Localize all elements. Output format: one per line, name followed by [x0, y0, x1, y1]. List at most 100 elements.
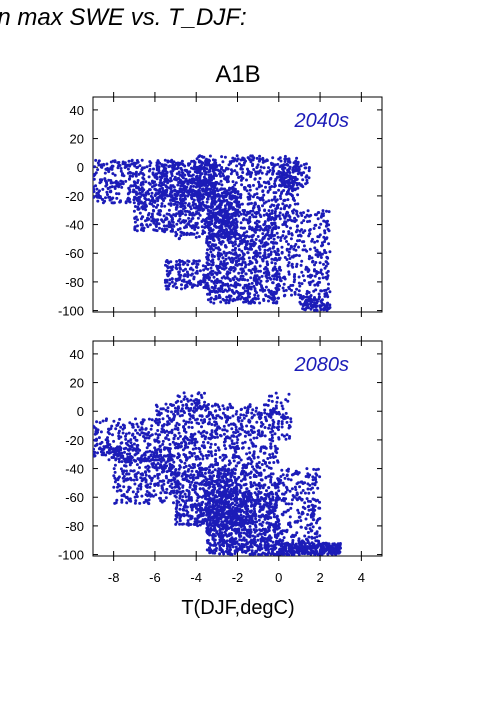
scatter-point [160, 204, 164, 208]
scatter-point [215, 272, 219, 276]
scatter-point [202, 511, 206, 515]
scatter-point [208, 437, 212, 441]
scatter-point [139, 482, 143, 486]
scatter-point [200, 166, 204, 170]
scatter-point [136, 425, 140, 429]
scatter-point [303, 279, 306, 282]
scatter-point [185, 285, 189, 288]
scatter-point [212, 255, 216, 258]
scatter-point [219, 167, 223, 171]
scatter-point [300, 282, 304, 286]
scatter-point [103, 177, 107, 181]
scatter-point [184, 188, 188, 191]
scatter-point [163, 491, 167, 494]
scatter-point [224, 301, 228, 305]
scatter-point [295, 181, 299, 185]
scatter-point [258, 301, 262, 305]
scatter-point [302, 219, 306, 223]
scatter-point [207, 453, 211, 457]
scatter-point [314, 305, 318, 309]
scatter-point [195, 271, 199, 275]
scatter-point [236, 297, 240, 301]
scatter-point [144, 480, 148, 484]
scatter-point [237, 278, 241, 282]
scatter-point [111, 201, 115, 205]
scatter-point [136, 165, 140, 169]
scatter-point [271, 172, 275, 176]
scatter-point [259, 269, 262, 273]
scatter-point [236, 254, 240, 258]
scatter-point [230, 202, 234, 205]
scatter-point [182, 425, 186, 428]
scatter-point [146, 468, 150, 471]
scatter-point [133, 205, 137, 208]
scatter-point [202, 444, 206, 448]
scatter-point [133, 473, 137, 477]
scatter-point [265, 276, 269, 280]
scatter-point [271, 281, 275, 285]
scatter-point [174, 200, 178, 204]
scatter-point [150, 185, 154, 189]
scatter-point [193, 443, 197, 447]
scatter-point [308, 228, 312, 231]
scatter-point [255, 165, 259, 169]
scatter-point [263, 244, 267, 248]
scatter-point [201, 480, 204, 484]
scatter-point [239, 267, 243, 271]
scatter-point [227, 256, 231, 260]
scatter-point [296, 202, 300, 206]
scatter-point [169, 170, 173, 174]
scatter-point [198, 213, 202, 217]
scatter-point [189, 476, 192, 480]
scatter-point [93, 195, 96, 199]
scatter-point [186, 510, 190, 514]
scatter-point [196, 496, 200, 500]
scatter-point [155, 468, 159, 472]
scatter-point [183, 197, 187, 201]
scatter-point [154, 225, 158, 228]
scatter-point [190, 480, 194, 484]
scatter-point [153, 454, 157, 458]
scatter-point [146, 494, 150, 498]
scatter-point [152, 204, 156, 208]
scatter-point [281, 286, 285, 290]
scatter-point [237, 175, 241, 179]
scatter-point [287, 270, 291, 274]
scatter-point [132, 180, 136, 184]
scatter-point [178, 519, 182, 523]
scatter-point [213, 158, 217, 162]
scatter-point [313, 246, 317, 250]
scatter-point [154, 432, 158, 436]
scatter-point [217, 197, 221, 201]
scatter-point [313, 240, 317, 244]
scatter-point [256, 254, 260, 257]
scatter-point [180, 490, 183, 494]
scatter-point [164, 436, 168, 440]
scatter-point [158, 433, 162, 437]
scatter-point [144, 180, 148, 184]
scatter-point [190, 159, 194, 163]
scatter-point [208, 217, 212, 221]
scatter-point [187, 260, 191, 263]
scatter-point [104, 453, 108, 457]
scatter-point [213, 420, 217, 424]
scatter-point [171, 220, 175, 224]
scatter-point [187, 464, 191, 468]
scatter-point [128, 452, 132, 456]
scatter-point [261, 196, 264, 200]
scatter-point [179, 267, 182, 271]
scatter-point [114, 181, 118, 185]
scatter-point [244, 283, 248, 287]
scatter-point [296, 169, 300, 173]
scatter-point [109, 181, 113, 185]
scatter-point [214, 449, 218, 453]
scatter-point [173, 282, 177, 286]
scatter-point [179, 230, 183, 234]
scatter-point [145, 218, 149, 222]
panel-label: 2040s [294, 110, 350, 132]
scatter-point [126, 460, 130, 464]
scatter-point [231, 252, 235, 256]
scatter-point [178, 213, 182, 217]
scatter-point [201, 264, 205, 268]
